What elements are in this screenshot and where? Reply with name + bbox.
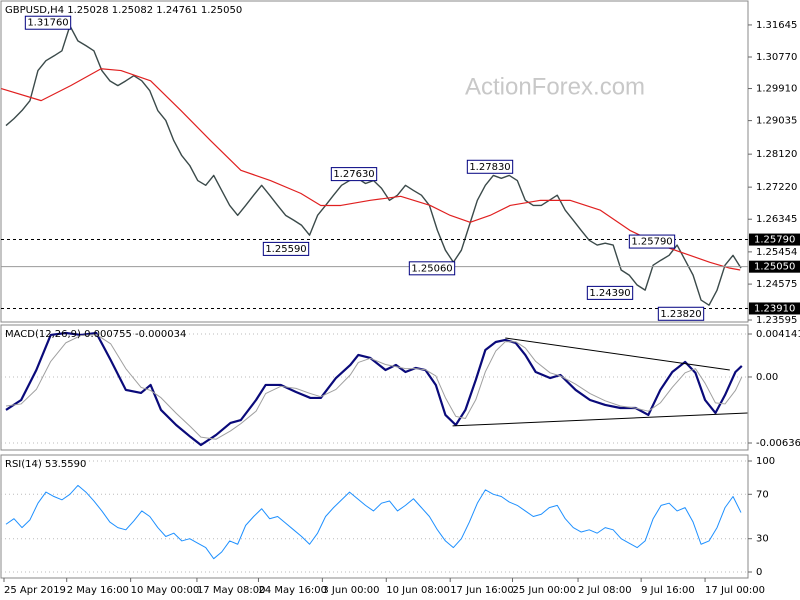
annotation-label: 1.27630 (333, 169, 374, 180)
x-tick-label: 25 Jun 00:00 (513, 585, 577, 596)
y-tick-label: 70 (756, 489, 769, 500)
y-tick-label: 0 (756, 567, 762, 578)
annotation-box (408, 261, 456, 276)
panel-title: GBPUSD,H4 1.25028 1.25082 1.24761 1.2505… (5, 5, 242, 16)
level-label: 1.25790 (754, 235, 795, 246)
x-tick-label: 17 Jun 16:00 (450, 585, 514, 596)
y-tick-label: 30 (756, 534, 769, 545)
y-tick-label: 0.004141 (756, 329, 800, 340)
y-tick-label: 1.25454 (756, 247, 797, 258)
annotation-box (466, 159, 514, 174)
x-tick-label: 2 May 16:00 (67, 585, 129, 596)
y-tick-label: 1.24575 (756, 279, 797, 290)
annotation-box (586, 285, 634, 300)
annotation-box (628, 234, 676, 249)
level-label-box (749, 302, 800, 315)
y-tick-label: 1.29910 (756, 84, 797, 95)
annotation-label: 1.25790 (631, 237, 672, 248)
x-tick-label: 3 Jun 00:00 (322, 585, 379, 596)
annotation-label: 1.25060 (411, 263, 452, 274)
y-tick-label: 1.30770 (756, 52, 797, 63)
y-tick-label: 1.23595 (756, 315, 797, 326)
y-tick-label: 1.26345 (756, 214, 797, 225)
x-tick-label: 17 Jul 00:00 (705, 585, 765, 596)
annotation-label: 1.31760 (27, 18, 68, 29)
y-tick-label: 1.27220 (756, 182, 797, 193)
annotation-box (262, 241, 310, 256)
annotation-label: 1.25590 (265, 244, 306, 255)
series-line (5, 484, 742, 560)
annotation-box (24, 15, 72, 30)
trendline (505, 337, 730, 371)
panel-title: RSI(14) 53.5590 (5, 459, 86, 470)
annotation-label: 1.23820 (660, 309, 701, 320)
series-line (5, 333, 743, 440)
level-label: 1.23910 (754, 303, 795, 314)
annotation-label: 1.27830 (469, 162, 510, 173)
level-label-box (749, 233, 800, 246)
level-label: 1.25050 (754, 262, 795, 273)
level-label-box (749, 260, 800, 273)
watermark: ActionForex.com (465, 73, 645, 100)
y-tick-label: 1.29035 (756, 116, 797, 127)
annotation-box (657, 306, 705, 321)
x-tick-label: 24 May 16:00 (258, 585, 327, 596)
x-tick-label: 25 Apr 2019 (4, 585, 66, 596)
x-tick-label: 17 May 08:00 (197, 585, 266, 596)
annotation-box (330, 167, 378, 182)
x-tick-label: 10 May 00:00 (131, 585, 200, 596)
panel-title: MACD(12,26,9) 0.000755 -0.000034 (5, 329, 186, 340)
x-tick-label: 10 Jun 08:00 (386, 585, 450, 596)
annotation-label: 1.24390 (589, 288, 630, 299)
x-tick-label: 9 Jul 16:00 (641, 585, 695, 596)
y-tick-label: -0.006365 (756, 438, 800, 449)
y-tick-label: 0.00 (756, 372, 778, 383)
y-tick-label: 1.31645 (756, 20, 797, 31)
y-tick-label: 1.28120 (756, 149, 797, 160)
y-tick-label: 100 (756, 456, 775, 467)
trendline (452, 412, 748, 427)
x-tick-label: 2 Jul 08:00 (578, 585, 632, 596)
